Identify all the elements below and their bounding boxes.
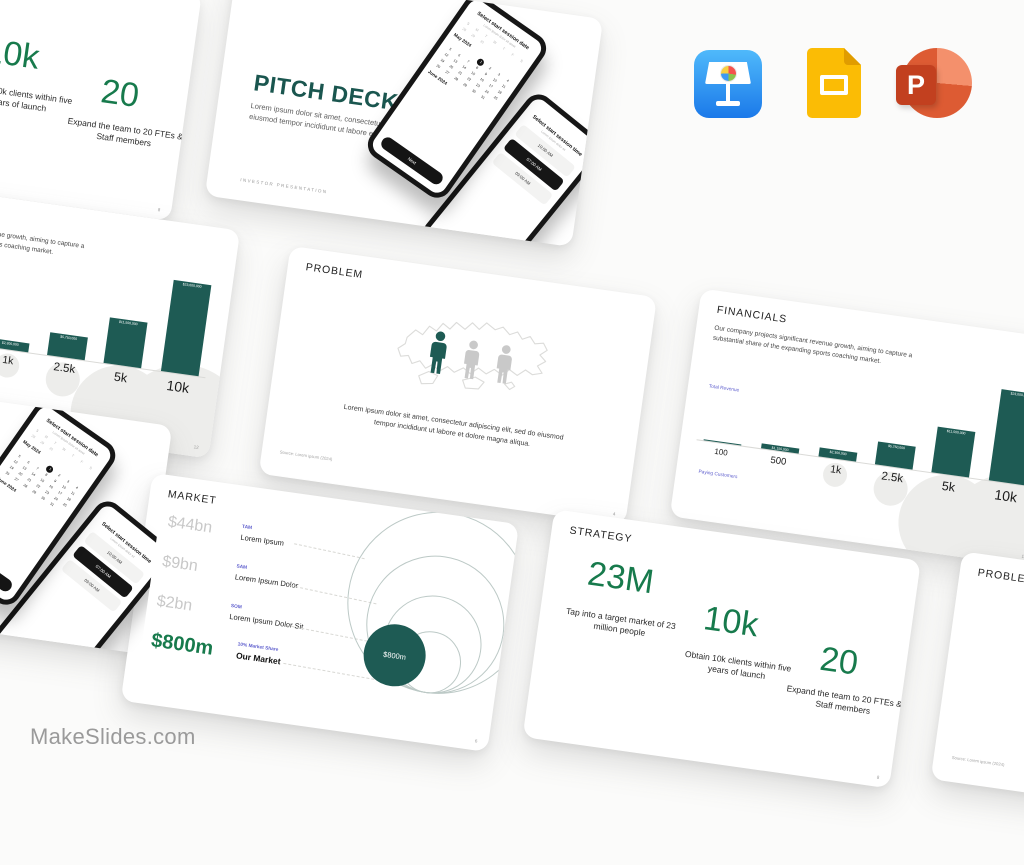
- market-value: $44bn: [166, 513, 214, 537]
- page-number: 8: [876, 774, 880, 780]
- google-slides-frame-glyph: [820, 75, 848, 95]
- stat-label: Obtain 10k clients within five years of …: [684, 648, 792, 682]
- slide-footer: INVESTOR PRESENTATION: [239, 177, 328, 195]
- slide-card-financials[interactable]: FINANCIALS Our company projects signific…: [669, 288, 1024, 568]
- keynote-stand-base: [716, 101, 740, 106]
- stat-label: Expand the team to 20 FTEs & Staff membe…: [67, 115, 184, 149]
- slide-card-cover[interactable]: PITCH DECK Lorem ipsum dolor sit amet, c…: [204, 0, 604, 247]
- powerpoint-p-badge: P: [896, 65, 936, 105]
- stat-value: 10k: [701, 599, 761, 645]
- source-note: Source: Lorem ipsum (2024): [279, 449, 333, 462]
- stat-value: 10k: [0, 31, 42, 77]
- market-tag: SOM: [230, 604, 243, 611]
- market-value: $800m: [149, 629, 215, 660]
- stat-value: 20: [98, 72, 142, 116]
- market-row-highlight: $800m 10% Market Share Our Market: [149, 629, 281, 666]
- market-row: $44bn TAM Lorem Ipsum: [166, 513, 285, 548]
- google-slides-app-icon[interactable]: [807, 48, 861, 118]
- source-note: Source: Lorem ipsum (2024): [951, 754, 1005, 768]
- keynote-pie-glyph: [720, 65, 737, 82]
- category-label: 500: [769, 454, 787, 468]
- market-label: Lorem Ipsum Dolor: [234, 572, 299, 591]
- slide-title: PROBLEM: [976, 566, 1024, 587]
- person-icon: [459, 336, 485, 383]
- phone-next-button: Next: [378, 134, 446, 187]
- people-pictograms: [424, 326, 518, 388]
- market-label: Our Market: [235, 650, 282, 667]
- page-number: 6: [474, 738, 478, 744]
- market-row: $9bn SAM Lorem Ipsum Dolor: [161, 553, 299, 590]
- phone-next-button: Next: [0, 541, 15, 594]
- chart-baseline: [696, 439, 1024, 488]
- stat-label: Obtain 10k clients within five years of …: [0, 81, 73, 114]
- phone-time-options: 10:00 AM 07:00 AM 09:00 AM: [55, 527, 150, 617]
- slide-body-text: Lorem ipsum dolor sit amet, consectetur …: [343, 403, 564, 448]
- bar-100: [703, 439, 742, 446]
- slide-card-problem-partial[interactable]: PROBLEM Source: Lorem ipsum (2024) 4: [930, 551, 1024, 831]
- stat-value: 23M: [585, 554, 657, 602]
- market-label: Lorem Ipsum Dolor Sit: [228, 611, 304, 632]
- leader-line: [294, 543, 365, 560]
- phone-time-options: 10:00 AM 07:00 AM 09:00 AM: [486, 120, 581, 210]
- bar-10k: [160, 279, 212, 377]
- phone-calendar-grid: S M T W T F S 28 29 30 May 2024 1 2 3 4 5 6 7 8 9 10 11 12 13 14…: [0, 425, 97, 525]
- market-row: $2bn SOM Lorem Ipsum Dolor Sit: [155, 592, 304, 632]
- powerpoint-app-icon[interactable]: P: [896, 48, 974, 120]
- market-value: $9bn: [161, 553, 199, 575]
- stat-value: 20: [817, 639, 861, 683]
- keynote-stand-pole: [726, 84, 730, 101]
- market-label: Lorem Ipsum: [239, 532, 285, 548]
- slide-title: PROBLEM: [304, 261, 364, 282]
- slide-card-problem[interactable]: PROBLEM Lorem ipsum dolor sit amet, cons…: [258, 245, 658, 526]
- google-slides-folded-corner: [844, 48, 861, 65]
- stat-label: Expand the team to 20 FTEs & Staff membe…: [786, 683, 903, 717]
- site-logo-text[interactable]: MakeSlides.com: [30, 724, 196, 749]
- person-icon: [491, 341, 517, 388]
- person-icon: [424, 326, 453, 379]
- slide-title: MARKET: [167, 488, 218, 507]
- page-number: 8: [157, 207, 161, 213]
- market-tag: SAM: [236, 564, 248, 571]
- market-value: $2bn: [155, 592, 194, 615]
- market-tag: TAM: [241, 524, 253, 532]
- slide-card-market[interactable]: MARKET $44bn TAM Lorem Ipsum $9bn SAM Lo…: [120, 472, 520, 753]
- page-number: 12: [193, 444, 200, 450]
- page-number: 4: [612, 511, 616, 517]
- bar-10k: [988, 389, 1024, 486]
- stat-label: Tap into a target market of 23 million p…: [565, 605, 677, 639]
- slide-title: STRATEGY: [568, 524, 633, 546]
- slide-card-strategy[interactable]: STRATEGY 23M Tap into a target market of…: [522, 509, 921, 789]
- keynote-app-icon[interactable]: [694, 50, 762, 118]
- slide-card-strategy-partial[interactable]: STRATEGY 23M Tap into a target market of…: [0, 0, 202, 221]
